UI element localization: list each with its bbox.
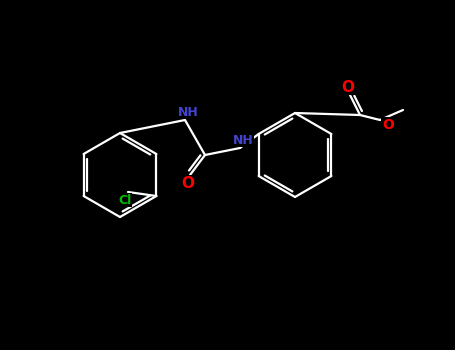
Text: NH: NH bbox=[233, 133, 253, 147]
Text: O: O bbox=[342, 79, 354, 94]
Text: O: O bbox=[182, 175, 194, 190]
Text: Cl: Cl bbox=[118, 194, 131, 206]
Text: NH: NH bbox=[177, 105, 198, 119]
Text: O: O bbox=[382, 118, 394, 132]
